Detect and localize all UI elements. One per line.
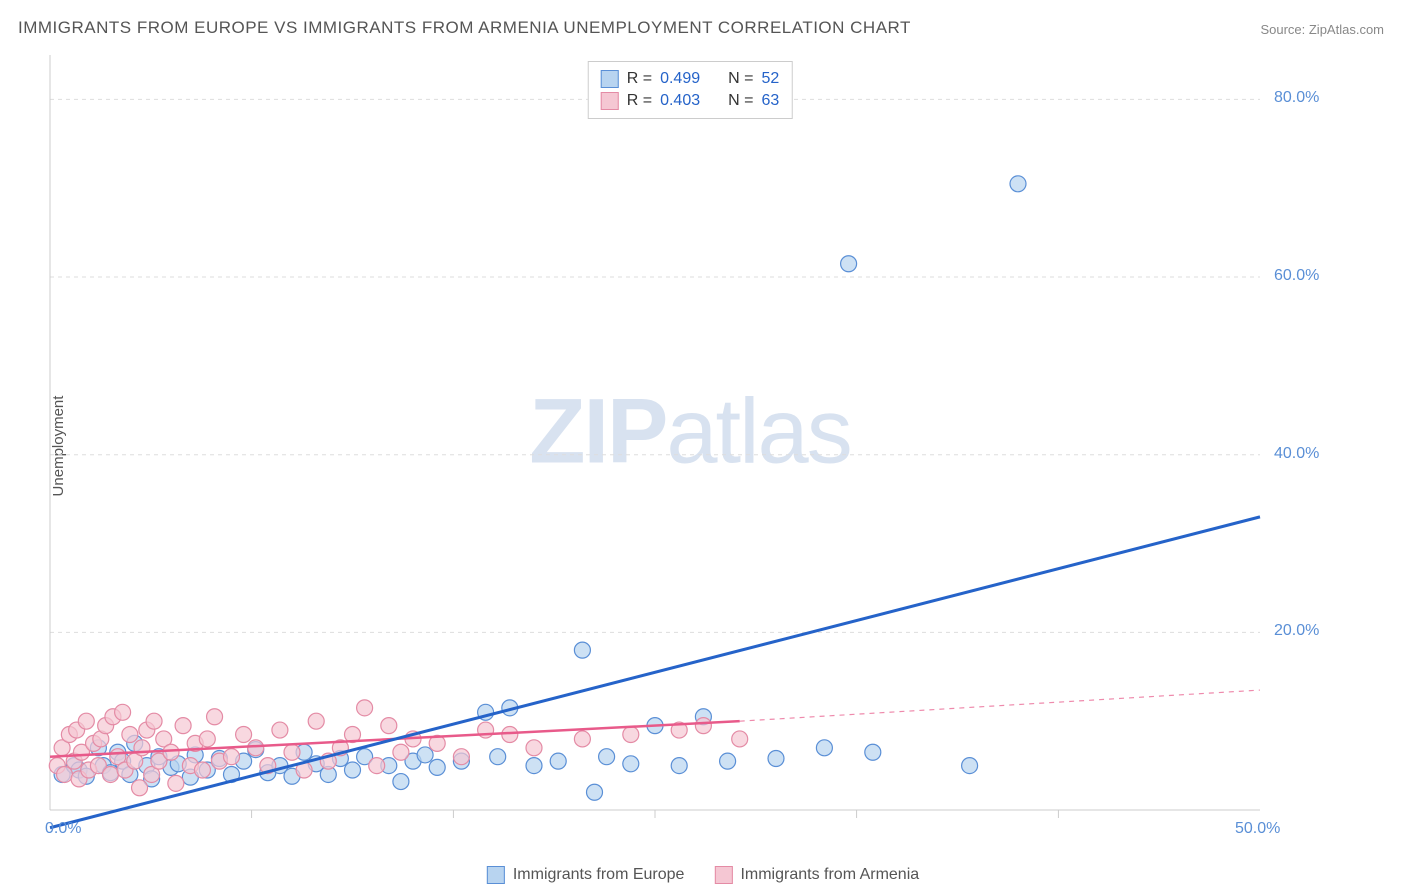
y-tick-label: 40.0%	[1274, 445, 1319, 463]
swatch-series2	[714, 866, 732, 884]
legend-item-series2: Immigrants from Armenia	[714, 866, 919, 884]
scatter-chart	[50, 55, 1330, 840]
legend-item-series1: Immigrants from Europe	[487, 866, 685, 884]
n-label: N =	[728, 70, 753, 88]
r-value-series1: 0.499	[660, 70, 700, 88]
r-value-series2: 0.403	[660, 92, 700, 110]
x-tick-label: 0.0%	[45, 820, 81, 838]
n-value-series2: 63	[761, 92, 779, 110]
stats-legend-row-series1: R = 0.499 N = 52	[601, 68, 780, 90]
swatch-series2	[601, 92, 619, 110]
bottom-legend: Immigrants from Europe Immigrants from A…	[487, 866, 919, 884]
n-value-series1: 52	[761, 70, 779, 88]
swatch-series1	[487, 866, 505, 884]
chart-title: IMMIGRANTS FROM EUROPE VS IMMIGRANTS FRO…	[18, 18, 911, 38]
stats-legend-row-series2: R = 0.403 N = 63	[601, 90, 780, 112]
stats-legend: R = 0.499 N = 52 R = 0.403 N = 63	[588, 61, 793, 119]
legend-label-series1: Immigrants from Europe	[513, 866, 685, 884]
source-attribution: Source: ZipAtlas.com	[1260, 22, 1384, 37]
x-tick-label: 50.0%	[1235, 820, 1280, 838]
legend-label-series2: Immigrants from Armenia	[740, 866, 919, 884]
y-tick-label: 60.0%	[1274, 267, 1319, 285]
plot-area: ZIPatlas R = 0.499 N = 52 R = 0.403 N = …	[50, 55, 1330, 840]
n-label: N =	[728, 92, 753, 110]
y-tick-label: 20.0%	[1274, 622, 1319, 640]
swatch-series1	[601, 70, 619, 88]
r-label: R =	[627, 92, 652, 110]
y-tick-label: 80.0%	[1274, 89, 1319, 107]
r-label: R =	[627, 70, 652, 88]
